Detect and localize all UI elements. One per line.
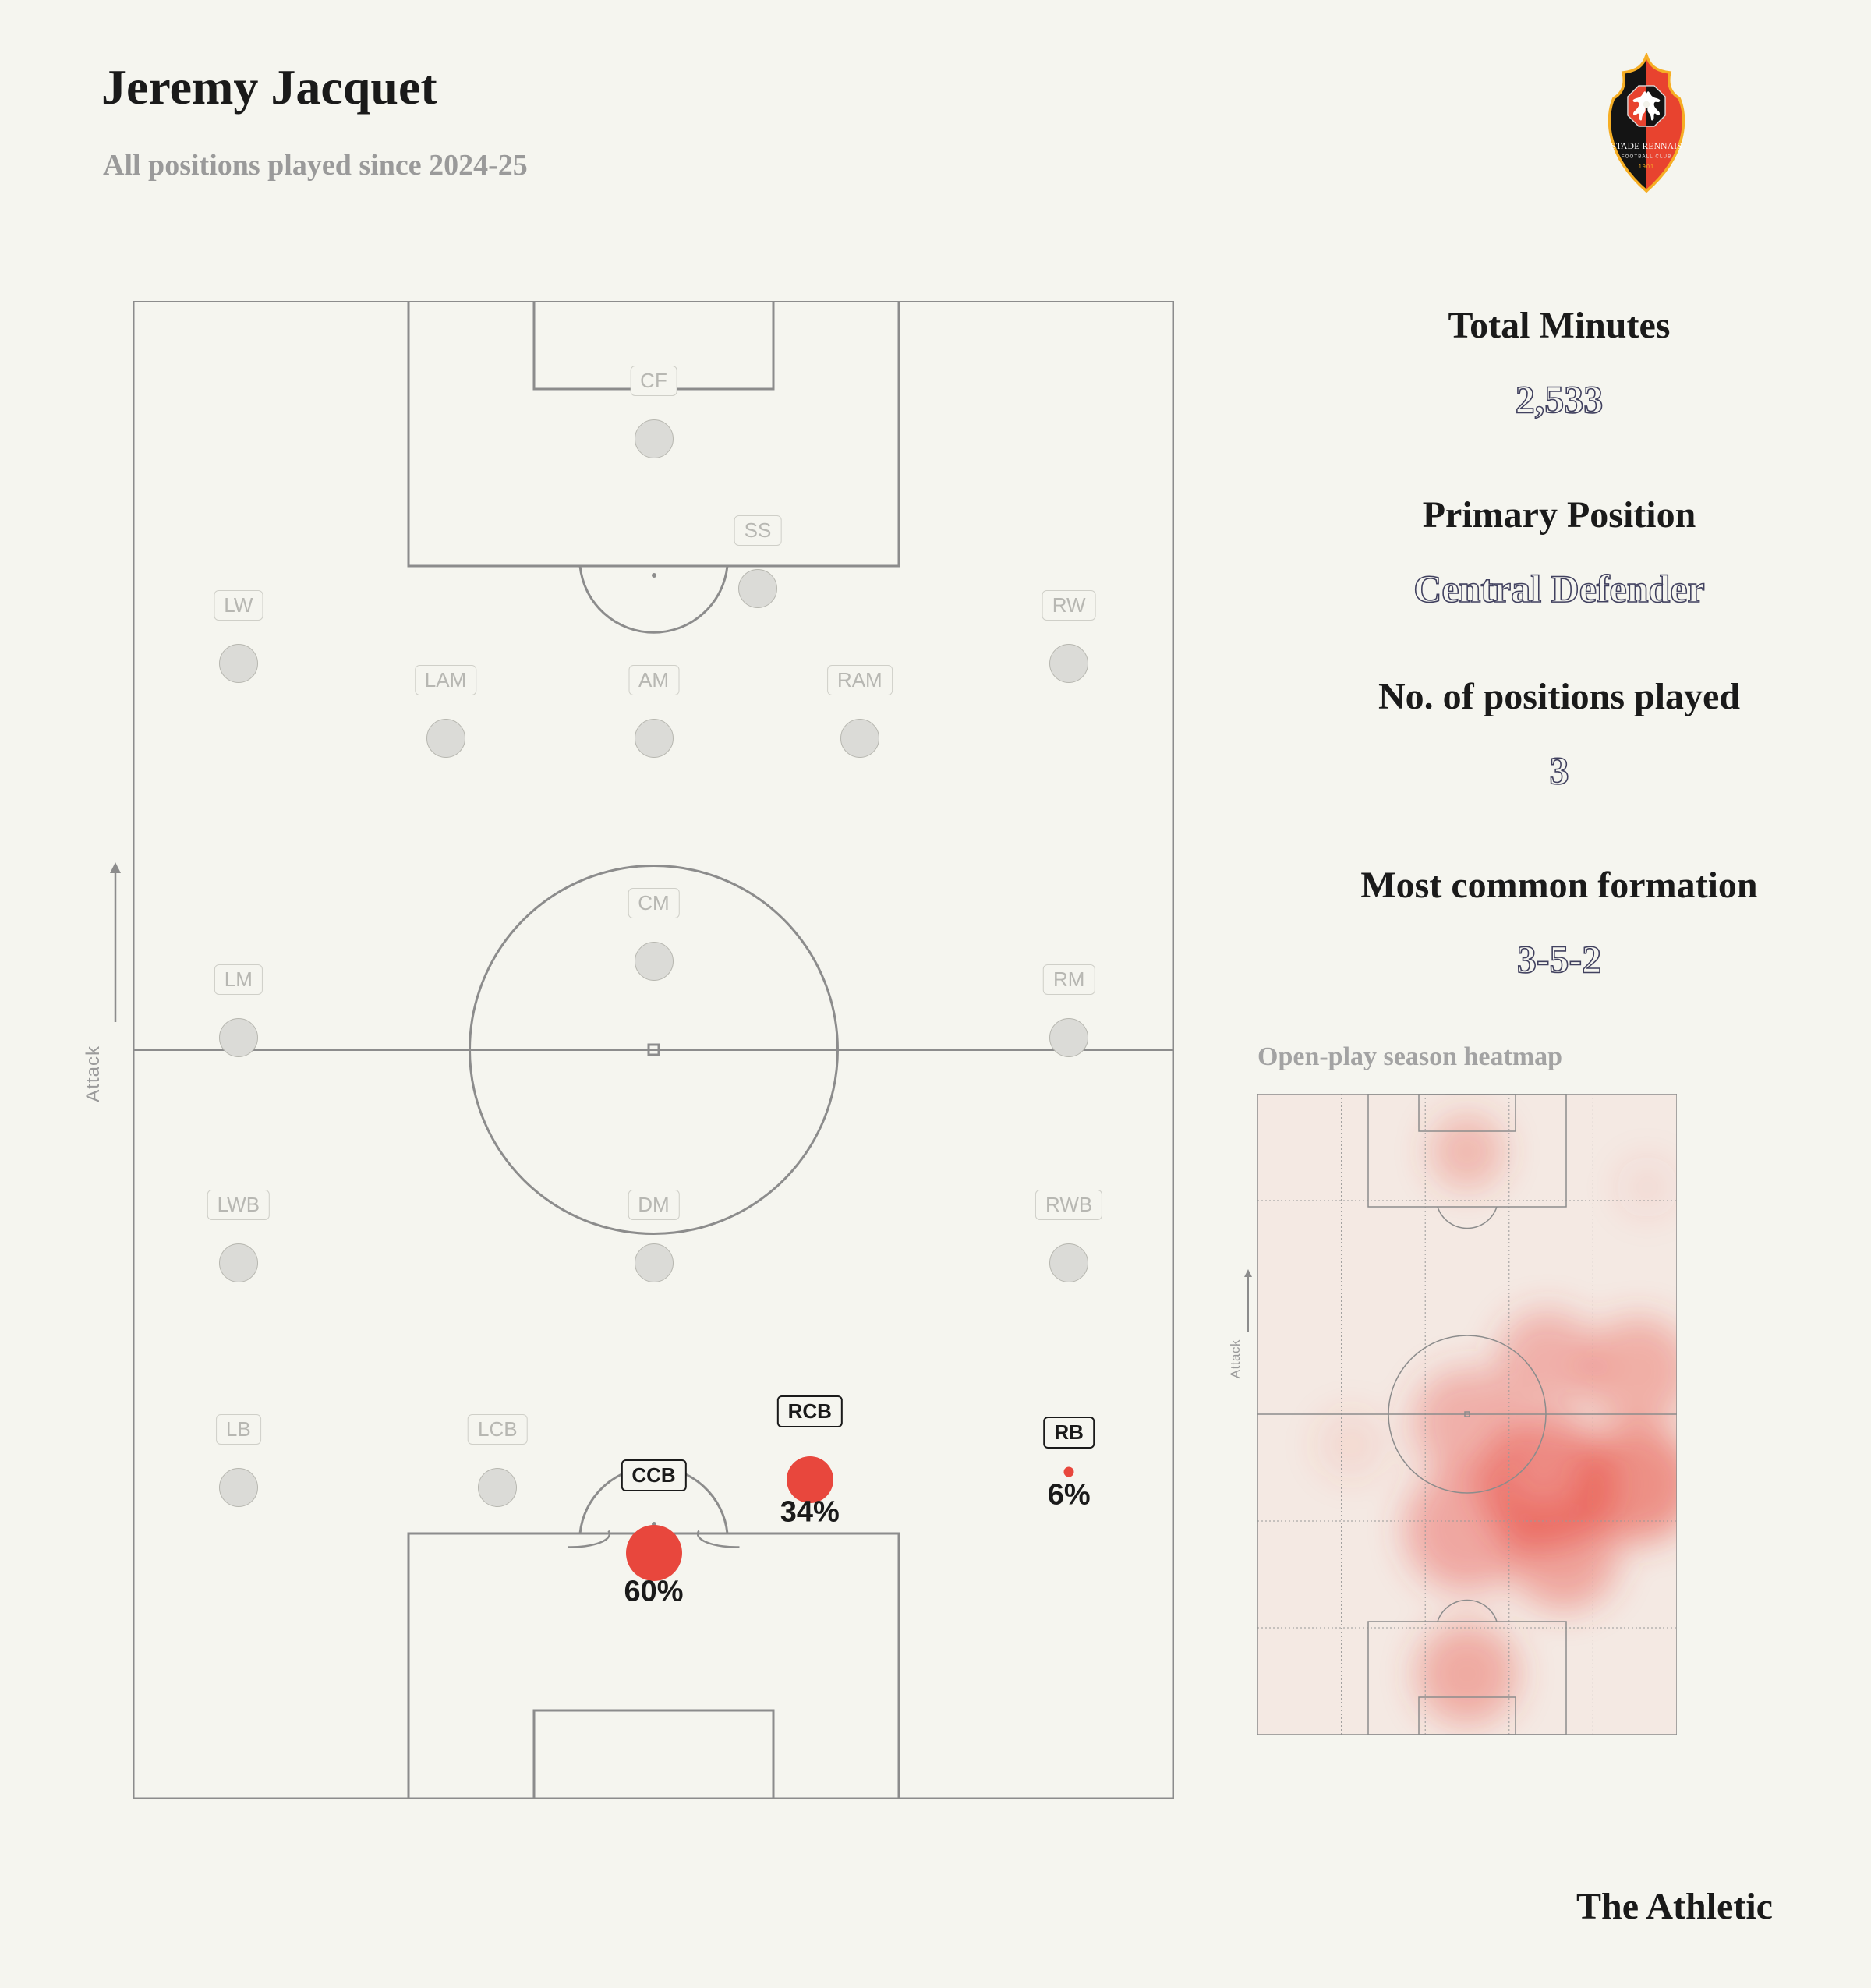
svg-text:STADE RENNAIS: STADE RENNAIS bbox=[1611, 142, 1682, 151]
svg-text:FOOTBALL CLUB: FOOTBALL CLUB bbox=[1622, 154, 1672, 160]
svg-text:1901: 1901 bbox=[1639, 164, 1654, 170]
